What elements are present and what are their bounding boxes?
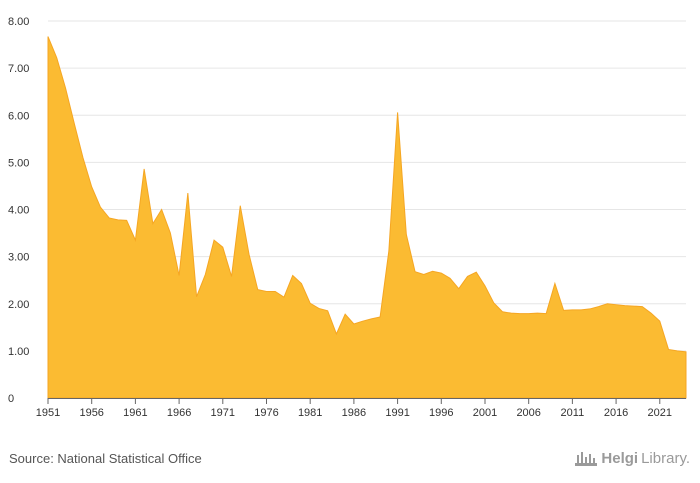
y-tick-label: 2.00 bbox=[8, 299, 29, 311]
y-tick-label: 4.00 bbox=[8, 205, 29, 217]
brand-helgi: Helgi bbox=[601, 449, 639, 467]
y-tick-label: 0 bbox=[8, 393, 14, 405]
x-tick-label: 2006 bbox=[516, 407, 540, 419]
x-tick-label: 2011 bbox=[561, 407, 585, 419]
area-fill bbox=[47, 36, 687, 399]
series-area bbox=[47, 36, 687, 399]
y-tick-label: 3.00 bbox=[8, 252, 29, 264]
x-tick-label: 2001 bbox=[473, 407, 497, 419]
x-tick-label: 1996 bbox=[429, 407, 453, 419]
y-tick-label: 8.00 bbox=[8, 16, 29, 28]
brand-library: Library. bbox=[641, 449, 690, 467]
y-axis-ticks: 0 1.00 2.00 3.00 4.00 5.00 6.00 7.00 8.00 bbox=[8, 16, 29, 405]
x-tick-label: 1991 bbox=[385, 407, 409, 419]
y-tick-label: 6.00 bbox=[8, 110, 29, 122]
y-tick-label: 5.00 bbox=[8, 157, 29, 169]
x-tick-label: 1956 bbox=[79, 407, 103, 419]
x-tick-label: 1961 bbox=[123, 407, 147, 419]
x-tick-label: 1951 bbox=[36, 407, 60, 419]
x-tick-label: 1981 bbox=[298, 407, 322, 419]
x-tick-label: 1976 bbox=[254, 407, 278, 419]
x-axis-ticks: 1951 1956 1961 1966 1971 1976 1981 1986 1991 1996… bbox=[36, 398, 672, 419]
x-tick-label: 1966 bbox=[167, 407, 191, 419]
y-tick-label: 7.00 bbox=[8, 63, 29, 75]
area-chart: 01.002.003.004.005.006.007.008.00 1951 19… bbox=[8, 16, 687, 419]
source-note: Source: National Statistical Office bbox=[9, 451, 202, 466]
library-building-icon bbox=[575, 452, 598, 466]
x-tick-label: 1986 bbox=[342, 407, 366, 419]
x-tick-label: 2016 bbox=[604, 407, 628, 419]
helgi-library-logo[interactable]: Helgi Library. bbox=[574, 449, 690, 467]
x-tick-label: 2021 bbox=[648, 407, 672, 419]
y-tick-label: 1.00 bbox=[8, 346, 29, 358]
x-tick-label: 1971 bbox=[211, 407, 235, 419]
